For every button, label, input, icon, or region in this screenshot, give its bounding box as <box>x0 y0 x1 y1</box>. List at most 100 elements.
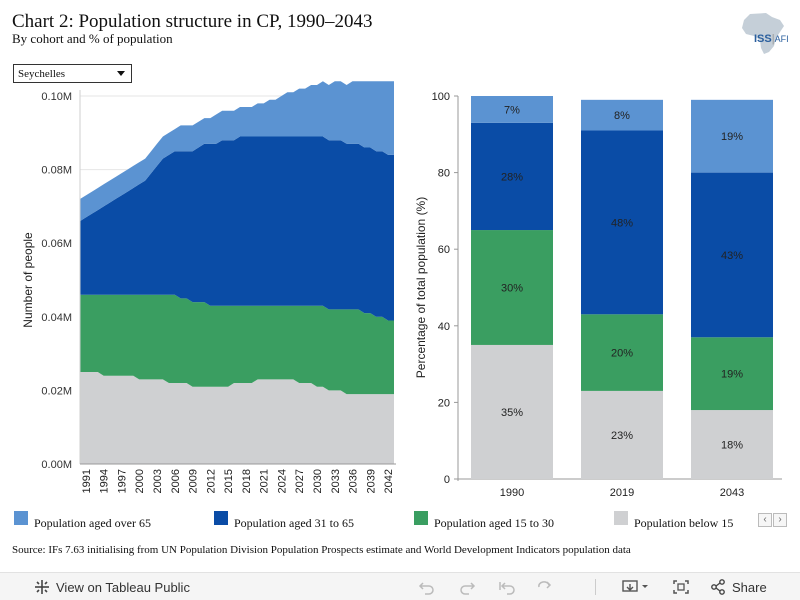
caret-down-icon <box>117 71 125 76</box>
bar-y-tick-label: 0 <box>444 474 450 486</box>
tableau-toolbar: View on Tableau Public Share <box>0 572 800 600</box>
area-x-tick-label: 2018 <box>241 469 253 493</box>
legend-prev-icon[interactable]: ‹ <box>758 513 772 527</box>
bar-segment <box>581 99 663 131</box>
area-y-tick-label: 0.10M <box>41 91 72 103</box>
legend-swatch <box>14 511 28 525</box>
area-x-tick-label: 2012 <box>205 469 217 493</box>
legend-label: Population aged 15 to 30 <box>434 516 554 530</box>
area-x-tick-label: 2039 <box>365 469 377 493</box>
chart-title: Chart 2: Population structure in CP, 199… <box>12 11 373 32</box>
bar-category-label: 1990 <box>500 487 524 499</box>
area-x-tick-label: 2030 <box>312 469 324 493</box>
area-x-tick-label: 2027 <box>294 469 306 493</box>
refresh-icon[interactable] <box>536 579 554 595</box>
bar-y-axis-title: Percentage of total population (%) <box>414 197 428 378</box>
area-x-tick-label: 2009 <box>188 469 200 493</box>
area-series-1 <box>80 294 394 395</box>
tableau-logo-icon <box>35 580 49 594</box>
area-x-tick-label: 1991 <box>81 469 93 493</box>
bar-category-label: 2043 <box>720 487 744 499</box>
area-x-tick-label: 2015 <box>223 469 235 493</box>
legend-swatch <box>214 511 228 525</box>
bar-segment <box>691 337 773 411</box>
area-x-tick-label: 2024 <box>276 469 288 493</box>
chart-subtitle: By cohort and % of population <box>12 31 173 46</box>
bar-segment <box>581 130 663 315</box>
undo-icon[interactable] <box>418 579 436 595</box>
area-y-axis-title: Number of people <box>21 232 35 328</box>
area-x-tick-label: 2000 <box>134 469 146 493</box>
revert-icon[interactable] <box>498 579 516 595</box>
legend-label: Population below 15 <box>634 516 734 530</box>
bar-segment <box>691 172 773 338</box>
legend-next-icon[interactable]: › <box>773 513 787 527</box>
area-x-tick-label: 2033 <box>330 469 342 493</box>
toolbar-divider <box>595 579 596 595</box>
africa-map-logo-icon <box>742 13 784 54</box>
legend-label: Population aged 31 to 65 <box>234 516 354 530</box>
area-series-0 <box>80 372 394 464</box>
bar-segment <box>581 314 663 391</box>
bar-data-label: 23% <box>611 430 633 442</box>
bar-segment <box>471 230 553 345</box>
bar-segment <box>691 410 773 479</box>
view-on-tableau-label: View on Tableau Public <box>56 580 190 595</box>
bar-y-tick-label: 80 <box>438 168 450 180</box>
logo-afi: AFI <box>774 34 789 44</box>
area-series-3 <box>80 81 394 222</box>
bar-segment <box>581 390 663 479</box>
redo-icon[interactable] <box>458 579 476 595</box>
logo-iss: ISS <box>754 33 772 45</box>
country-select-value: Seychelles <box>18 68 66 80</box>
logo-separator: | <box>771 33 775 45</box>
bar-data-label: 48% <box>611 217 633 229</box>
area-y-tick-label: 0.08M <box>41 165 72 177</box>
bar-y-tick-label: 60 <box>438 244 450 256</box>
legend-swatch <box>614 511 628 525</box>
bar-y-tick-label: 20 <box>438 397 450 409</box>
area-y-tick-label: 0.06M <box>41 238 72 250</box>
bar-segment <box>471 344 553 479</box>
population-share-bar-chart: 0 20 40 60 80 100 35% 30% 28% 7% 1990 23% 20% 48% 8% 20… <box>414 91 782 499</box>
bar-data-label: 35% <box>501 407 523 419</box>
area-x-tick-label: 2021 <box>259 469 271 493</box>
fullscreen-icon[interactable] <box>672 579 690 595</box>
bar-data-label: 19% <box>721 369 743 381</box>
area-y-tick-label: 0.00M <box>41 459 72 471</box>
download-icon[interactable] <box>622 579 650 595</box>
bar-data-label: 43% <box>721 250 743 262</box>
area-y-tick-label: 0.04M <box>41 312 72 324</box>
area-x-tick-label: 1997 <box>116 469 128 493</box>
area-x-tick-label: 2036 <box>348 469 360 493</box>
legend-pager: ‹ › <box>758 509 788 527</box>
bar-y-tick-label: 100 <box>432 91 450 103</box>
bar-segment <box>691 99 773 173</box>
area-y-tick-label: 0.02M <box>41 385 72 397</box>
share-icon <box>711 579 725 595</box>
area-x-tick-label: 2042 <box>383 469 395 493</box>
country-select[interactable]: Seychelles <box>13 64 132 83</box>
bar-data-label: 30% <box>501 283 523 295</box>
area-x-tick-label: 2003 <box>152 469 164 493</box>
bar-category-label: 2019 <box>610 487 634 499</box>
bar-segment <box>471 122 553 231</box>
bar-y-tick-label: 40 <box>438 321 450 333</box>
bar-segment <box>471 96 553 123</box>
area-series-2 <box>80 136 394 321</box>
legend-label: Population aged over 65 <box>34 516 151 530</box>
chart-legend: Population aged over 65 Population aged 3… <box>0 508 800 530</box>
bar-data-label: 18% <box>721 440 743 452</box>
legend-swatch <box>414 511 428 525</box>
population-area-chart: 0.00M 0.02M 0.04M 0.06M 0.08M 0.10M 1991 1994 19… <box>21 81 396 493</box>
area-x-tick-label: 1994 <box>99 469 111 493</box>
bar-data-label: 8% <box>614 110 630 122</box>
bar-data-label: 28% <box>501 171 523 183</box>
bar-data-label: 7% <box>504 104 520 116</box>
share-label: Share <box>732 580 767 595</box>
source-note: Source: IFs 7.63 initialising from UN Po… <box>12 544 631 556</box>
area-x-tick-label: 2006 <box>170 469 182 493</box>
bar-data-label: 19% <box>721 131 743 143</box>
bar-data-label: 20% <box>611 348 633 360</box>
iss-logo-text: ISS|AFI <box>754 33 789 45</box>
